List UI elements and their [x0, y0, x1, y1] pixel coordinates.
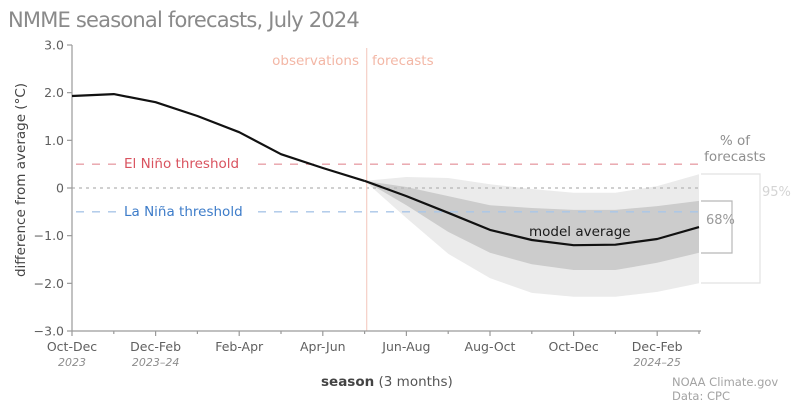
legend: % of forecasts 95% 68% [701, 133, 791, 284]
forecasts-label: forecasts [372, 53, 434, 69]
legend-95-label: 95% [762, 185, 791, 200]
x-tick-year: 2023 [58, 356, 86, 369]
y-tick-label: 3.0 [44, 38, 64, 53]
series-line-model-average [364, 179, 700, 247]
model-average-label: model average [529, 224, 631, 240]
y-tick-label: −3.0 [34, 324, 64, 339]
credit-data: Data: CPC [672, 389, 730, 403]
x-tick-label: Apr-Jun [300, 339, 346, 354]
x-tick-label: Aug-Oct [465, 339, 516, 354]
x-tick-label: Dec-Feb [632, 339, 683, 354]
x-tick-label: Oct-Dec [47, 339, 97, 354]
x-tick-label: Feb-Apr [215, 339, 264, 354]
y-tick-label: 2.0 [44, 85, 64, 100]
x-tick-label: Oct-Dec [548, 339, 598, 354]
x-tick-label: Jun-Aug [381, 339, 430, 354]
x-tick-label: Dec-Feb [130, 339, 181, 354]
x-tick-year: 2023–24 [132, 356, 180, 369]
legend-68-bracket [701, 200, 733, 254]
chart-title: NMME seasonal forecasts, July 2024 [8, 8, 359, 32]
threshold-lines [72, 163, 699, 213]
legend-heading-line2: forecasts [704, 149, 766, 165]
x-axis-title-bold: season [321, 374, 374, 390]
axes: 3.02.01.00−1.0−2.0−3.0Oct-Dec2023Dec-Feb… [34, 38, 701, 369]
observations-label: observations [272, 53, 359, 69]
series-lines [71, 92, 700, 247]
uncertainty-bands [364, 174, 699, 297]
band-68pct [364, 180, 699, 270]
la-nina-threshold-label: La Niña threshold [124, 204, 243, 220]
credit-source: NOAA Climate.gov [672, 375, 778, 389]
legend-heading-line1: % of [720, 133, 751, 149]
y-tick-label: 0 [56, 181, 64, 196]
y-axis-title: difference from average (°C) [13, 83, 29, 277]
x-axis-title-rest: (3 months) [374, 374, 453, 390]
x-axis-title: season (3 months) [321, 374, 453, 390]
series-line-observations [71, 92, 365, 182]
y-tick-label: 1.0 [44, 133, 64, 148]
legend-95-bracket [701, 173, 761, 284]
y-tick-label: −1.0 [34, 228, 64, 243]
el-nino-threshold-label: El Niño threshold [124, 156, 239, 172]
y-tick-label: −2.0 [34, 276, 64, 291]
legend-68-label: 68% [706, 213, 735, 228]
x-tick-year: 2024–25 [633, 356, 681, 369]
